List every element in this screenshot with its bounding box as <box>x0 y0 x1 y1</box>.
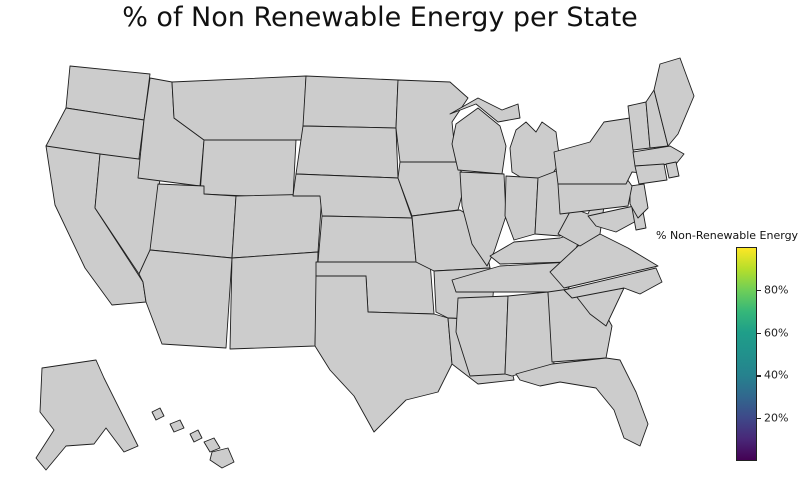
colorbar-label: % Non-Renewable Energy <box>656 229 799 242</box>
state-nd <box>302 75 399 129</box>
state-ks <box>317 215 417 263</box>
state-va <box>549 233 659 289</box>
state-ct <box>634 163 668 185</box>
tick-label: 60% <box>764 326 789 340</box>
state-hi-island-5 <box>209 447 235 469</box>
state-hi-island-4 <box>203 437 221 453</box>
state-mi-lower <box>509 121 561 179</box>
state-nj <box>629 183 649 219</box>
tick-label: 40% <box>764 368 789 382</box>
tick-label: 80% <box>764 283 789 297</box>
state-nm <box>229 251 319 350</box>
tick-label: 20% <box>764 411 789 425</box>
state-ak <box>35 359 139 471</box>
state-sd <box>295 125 399 179</box>
state-hi-island-2 <box>169 419 185 433</box>
state-fl <box>515 357 649 447</box>
state-co <box>231 193 323 259</box>
state-hi-island-3 <box>189 429 203 443</box>
state-ut <box>149 183 237 259</box>
tick-mark <box>757 289 761 291</box>
colorbar: 80% 60% 40% 20% <box>736 247 788 461</box>
state-mi-upper <box>449 97 521 123</box>
tick-mark <box>757 332 761 334</box>
state-al <box>504 291 555 377</box>
tick-mark <box>757 418 761 420</box>
state-az <box>138 249 233 349</box>
state-il <box>459 171 507 267</box>
state-nc <box>563 267 663 299</box>
state-mt <box>171 75 307 141</box>
state-wi <box>451 107 507 175</box>
state-in <box>504 175 539 241</box>
state-ma <box>632 145 685 167</box>
state-hi-island-1 <box>151 407 165 421</box>
tick-mark <box>757 375 761 377</box>
colorbar-gradient <box>736 247 757 461</box>
state-ms <box>455 295 509 377</box>
state-tx <box>314 275 453 433</box>
state-md <box>587 205 639 233</box>
states-layer <box>35 57 695 471</box>
chart-title: % of Non Renewable Energy per State <box>122 2 638 33</box>
state-wy <box>199 139 297 199</box>
state-ri <box>665 161 680 179</box>
